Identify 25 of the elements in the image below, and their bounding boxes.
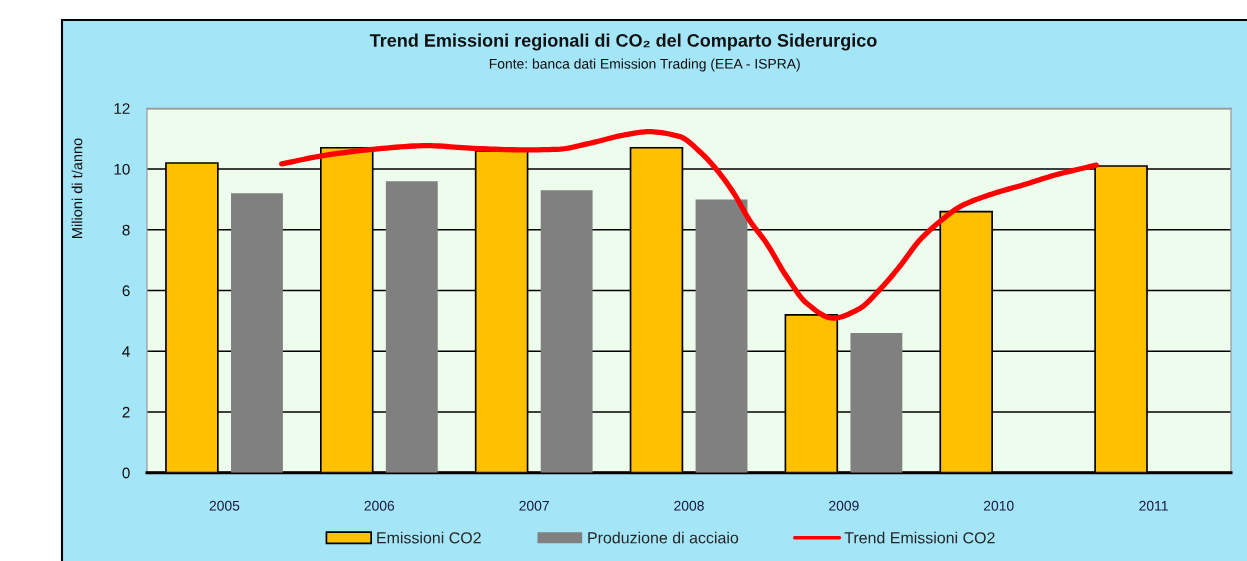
legend-label: Trend Emissioni CO2	[844, 531, 995, 544]
y-tick-label: 2	[122, 406, 130, 418]
bar	[540, 190, 593, 473]
y-axis-title: Milioni di t/anno	[71, 138, 83, 238]
x-tick-label: 2005	[209, 500, 240, 511]
x-tick-label: 2006	[364, 500, 395, 511]
bar	[231, 193, 283, 473]
x-tick-label: 2010	[983, 500, 1014, 511]
legend-label: Produzione di acciaio	[588, 531, 739, 544]
y-tick-label: 8	[122, 224, 130, 236]
x-tick-label: 2008	[674, 500, 704, 511]
y-tick-label: 4	[122, 346, 130, 357]
chart-subtitle: Fonte: banca dati Emission Trading (EEA - ISPRA)	[489, 58, 800, 72]
x-tick-label: 2011	[1139, 500, 1168, 511]
bar	[385, 181, 438, 473]
legend-label: Emissioni CO2	[377, 531, 481, 544]
y-tick-label: 10	[114, 163, 130, 175]
x-tick-label: 2009	[829, 500, 859, 511]
bar	[695, 199, 748, 473]
y-tick-label: 0	[122, 467, 130, 479]
bar	[850, 333, 903, 473]
x-tick-label: 2007	[519, 500, 549, 511]
y-tick-label: 6	[122, 285, 130, 297]
y-tick-label: 12	[114, 103, 130, 114]
chart-title: Trend Emissioni regionali di CO₂ del Comparto Siderurgico	[369, 33, 877, 51]
